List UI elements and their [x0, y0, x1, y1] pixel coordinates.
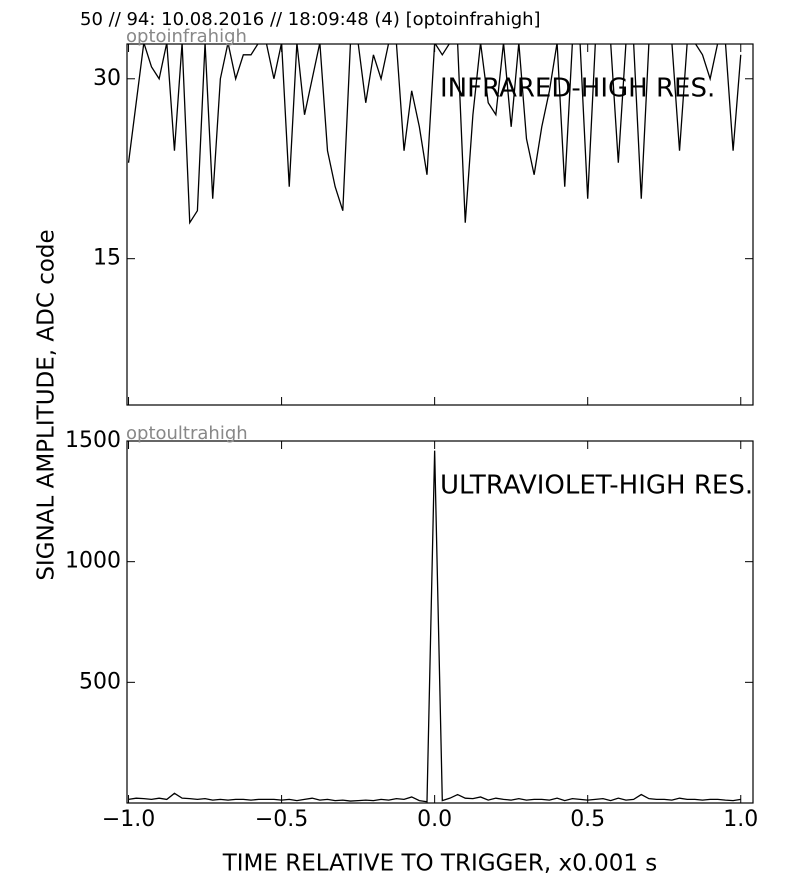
data-line — [128, 450, 741, 803]
plot-frame — [126, 440, 754, 804]
y-tick-label: 1500 — [65, 428, 121, 453]
x-tick-label: 0.0 — [417, 807, 452, 832]
plot-frame — [126, 43, 754, 406]
x-tick-label: −1.0 — [102, 807, 155, 832]
y-tick-label: 1000 — [65, 549, 121, 574]
y-tick-label: 15 — [93, 246, 121, 271]
x-axis-label: TIME RELATIVE TO TRIGGER, x0.001 s — [222, 851, 658, 877]
panel-label: optoinfrahigh — [126, 26, 247, 47]
plot — [128, 450, 741, 803]
x-tick-label: 0.5 — [570, 807, 605, 832]
y-tick-label: 30 — [93, 66, 121, 91]
x-tick-label: 1.0 — [723, 807, 758, 832]
panel-label: optoultrahigh — [126, 423, 248, 444]
y-tick-label: 500 — [79, 669, 121, 694]
figure-title: 50 // 94: 10.08.2016 // 18:09:48 (4) [op… — [80, 9, 541, 30]
plot — [127, 44, 742, 225]
data-line — [127, 44, 742, 225]
x-tick-label: −0.5 — [255, 807, 308, 832]
annotation: INFRARED-HIGH RES. — [440, 74, 715, 104]
annotation: ULTRAVIOLET-HIGH RES. — [440, 471, 753, 501]
y-axis-label: SIGNAL AMPLITUDE, ADC code — [34, 229, 60, 580]
